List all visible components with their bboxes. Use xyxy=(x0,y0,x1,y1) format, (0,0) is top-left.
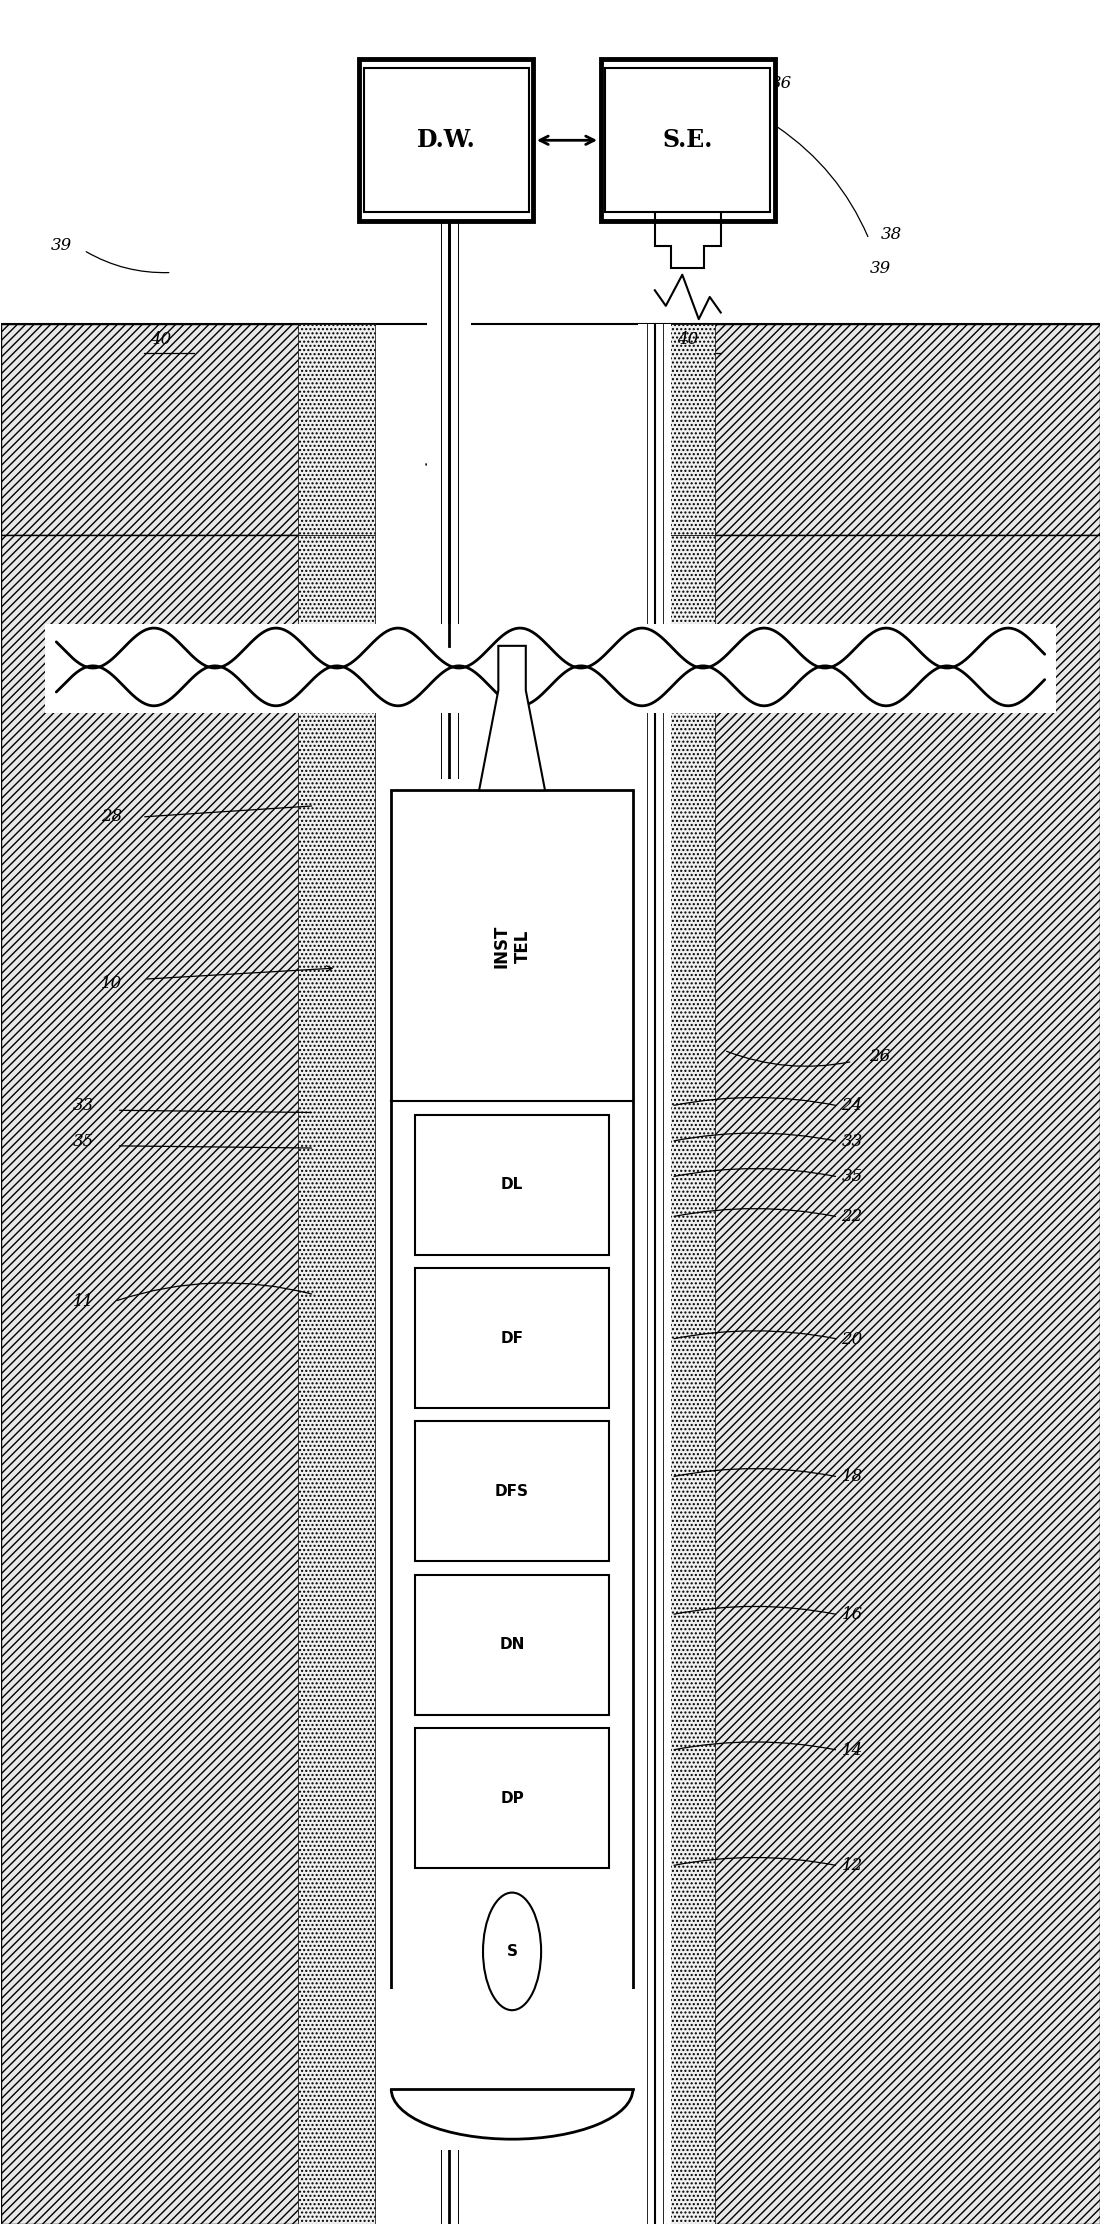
Text: 24: 24 xyxy=(841,1097,863,1115)
Text: 11: 11 xyxy=(73,1293,95,1311)
Text: DL: DL xyxy=(501,1177,523,1193)
Text: INST
TEL: INST TEL xyxy=(492,923,532,968)
Polygon shape xyxy=(479,645,545,790)
Text: 20: 20 xyxy=(841,1331,863,1348)
Text: 30: 30 xyxy=(425,454,446,469)
Text: 26: 26 xyxy=(870,1048,891,1066)
Text: 22: 22 xyxy=(841,1208,863,1226)
Text: 39: 39 xyxy=(51,238,73,254)
Circle shape xyxy=(483,1893,541,2009)
FancyBboxPatch shape xyxy=(363,69,528,214)
FancyBboxPatch shape xyxy=(298,534,374,2223)
Text: D.W.: D.W. xyxy=(417,129,476,151)
FancyBboxPatch shape xyxy=(639,323,716,534)
FancyBboxPatch shape xyxy=(661,534,1100,2223)
Text: 14: 14 xyxy=(841,1742,863,1758)
Text: 35: 35 xyxy=(73,1133,95,1150)
Text: 35: 35 xyxy=(841,1168,863,1186)
FancyBboxPatch shape xyxy=(415,1115,609,1255)
FancyBboxPatch shape xyxy=(661,323,1100,534)
Text: 28: 28 xyxy=(100,808,122,825)
FancyBboxPatch shape xyxy=(385,779,639,2149)
FancyBboxPatch shape xyxy=(427,214,471,2223)
Text: 40: 40 xyxy=(677,332,698,347)
Text: 33: 33 xyxy=(841,1133,863,1150)
Text: 39: 39 xyxy=(870,260,891,276)
FancyBboxPatch shape xyxy=(391,2027,633,2116)
FancyBboxPatch shape xyxy=(359,60,533,222)
Text: S.E.: S.E. xyxy=(663,129,713,151)
Ellipse shape xyxy=(391,2038,633,2138)
FancyBboxPatch shape xyxy=(1,534,309,2223)
FancyBboxPatch shape xyxy=(385,1989,639,2089)
FancyBboxPatch shape xyxy=(601,60,774,222)
FancyBboxPatch shape xyxy=(606,69,770,214)
Text: DN: DN xyxy=(500,1638,525,1653)
Text: 40: 40 xyxy=(150,332,172,347)
FancyBboxPatch shape xyxy=(415,1422,609,1562)
FancyBboxPatch shape xyxy=(415,1575,609,1715)
Text: DF: DF xyxy=(501,1331,524,1346)
Text: 38: 38 xyxy=(881,227,902,243)
FancyBboxPatch shape xyxy=(298,323,374,534)
FancyBboxPatch shape xyxy=(391,790,633,2071)
Text: DP: DP xyxy=(500,1791,524,1804)
Text: 12: 12 xyxy=(841,1858,863,1873)
FancyBboxPatch shape xyxy=(415,1268,609,1408)
FancyBboxPatch shape xyxy=(1,323,309,534)
Text: 18: 18 xyxy=(841,1468,863,1486)
Text: DFS: DFS xyxy=(495,1484,530,1500)
Text: 34: 34 xyxy=(506,76,528,91)
FancyBboxPatch shape xyxy=(639,323,672,2223)
Text: 16: 16 xyxy=(841,1606,863,1624)
FancyBboxPatch shape xyxy=(45,623,1056,712)
Text: 10: 10 xyxy=(100,975,122,992)
Text: 36: 36 xyxy=(771,76,792,91)
Text: 33: 33 xyxy=(73,1097,95,1115)
FancyBboxPatch shape xyxy=(415,1729,609,1869)
FancyBboxPatch shape xyxy=(639,534,716,2223)
Text: S: S xyxy=(506,1945,517,1958)
